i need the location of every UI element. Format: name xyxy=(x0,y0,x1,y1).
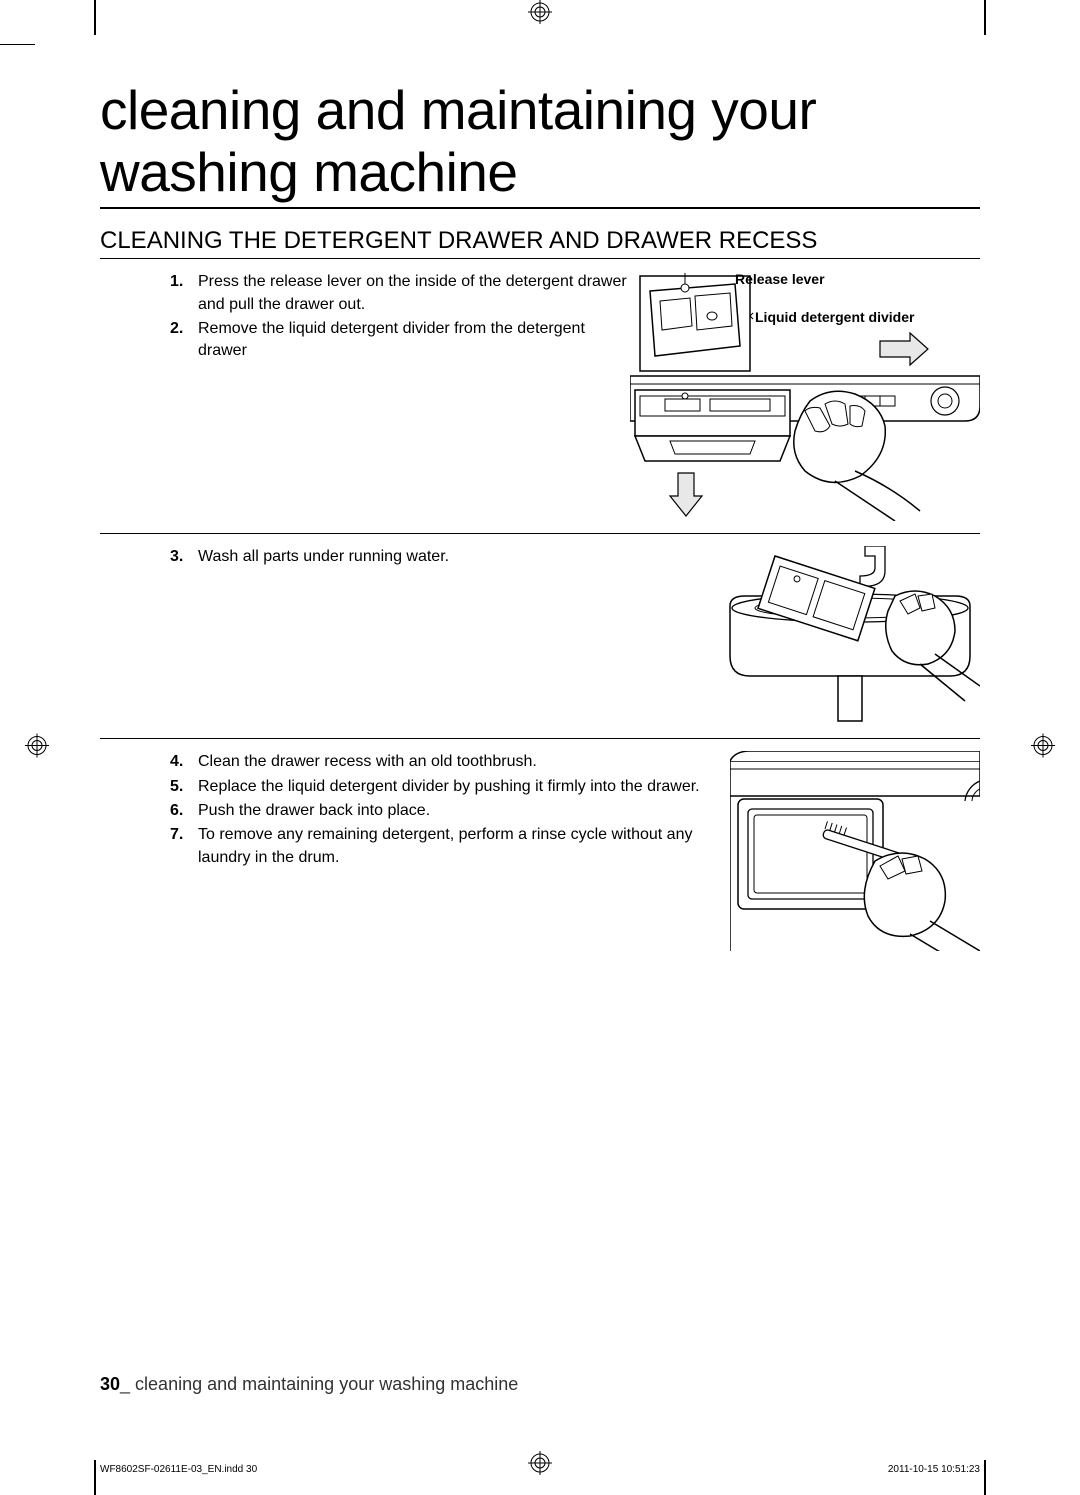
step-number: 2. xyxy=(170,318,183,340)
step-text: Clean the drawer recess with an old toot… xyxy=(198,753,537,770)
step-text: Remove the liquid detergent divider from… xyxy=(198,320,585,359)
step-text: Replace the liquid detergent divider by … xyxy=(198,778,700,795)
registration-mark-icon xyxy=(528,0,552,29)
arrow-down-icon xyxy=(670,473,702,516)
step-item: 1. Press the release lever on the inside … xyxy=(170,271,630,316)
imprint-file: WF8602SF-02611E-03_EN.indd 30 xyxy=(100,1464,257,1475)
step-item: 7. To remove any remaining detergent, per… xyxy=(170,824,730,869)
crop-mark xyxy=(94,1460,96,1495)
step-number: 7. xyxy=(170,824,183,846)
page-content: cleaning and maintaining your washing ma… xyxy=(100,80,980,1415)
step-item: 6. Push the drawer back into place. xyxy=(170,800,730,822)
step-number: 6. xyxy=(170,800,183,822)
page-title: cleaning and maintaining your washing ma… xyxy=(100,80,980,209)
step-block-2: 3. Wash all parts under running water. xyxy=(100,546,980,739)
registration-mark-icon xyxy=(25,733,49,762)
steps-list: 4. Clean the drawer recess with an old to… xyxy=(100,751,730,871)
step-number: 1. xyxy=(170,271,183,293)
step-number: 3. xyxy=(170,546,183,568)
figure-drawer-removal: Release lever Liquid detergent divider xyxy=(630,271,980,521)
page-footer: 30_ cleaning and maintaining your washin… xyxy=(100,1374,980,1395)
step-block-1: 1. Press the release lever on the inside … xyxy=(100,271,980,534)
step-item: 4. Clean the drawer recess with an old to… xyxy=(170,751,730,773)
crop-mark xyxy=(984,1460,986,1495)
washing-diagram-icon xyxy=(720,546,980,726)
step-text: To remove any remaining detergent, perfo… xyxy=(198,826,692,865)
step-item: 2. Remove the liquid detergent divider fr… xyxy=(170,318,630,363)
imprint-datetime: 2011-10-15 10:51:23 xyxy=(888,1464,980,1475)
step-text: Press the release lever on the inside of… xyxy=(198,273,627,312)
step-number: 4. xyxy=(170,751,183,773)
page-number: 30 xyxy=(100,1374,120,1394)
recess-diagram-icon xyxy=(730,751,980,951)
footer-text: 30_ cleaning and maintaining your washin… xyxy=(100,1374,980,1395)
step-item: 3. Wash all parts under running water. xyxy=(170,546,630,568)
figure-clean-recess xyxy=(730,751,980,951)
step-item: 5. Replace the liquid detergent divider b… xyxy=(170,776,730,798)
figure-wash-parts xyxy=(630,546,980,726)
step-text: Wash all parts under running water. xyxy=(198,548,449,565)
crop-mark xyxy=(0,44,35,45)
registration-mark-icon xyxy=(1031,733,1055,762)
imprint-line: WF8602SF-02611E-03_EN.indd 30 2011-10-15… xyxy=(100,1464,980,1475)
callout-divider: Liquid detergent divider xyxy=(755,309,914,325)
arrow-right-icon xyxy=(880,333,928,365)
crop-mark xyxy=(984,0,986,35)
steps-list: 3. Wash all parts under running water. xyxy=(100,546,630,570)
callout-release-lever: Release lever xyxy=(735,271,825,287)
crop-mark xyxy=(94,0,96,35)
step-block-3: 4. Clean the drawer recess with an old to… xyxy=(100,751,980,963)
step-text: Push the drawer back into place. xyxy=(198,802,430,819)
step-number: 5. xyxy=(170,776,183,798)
steps-list: 1. Press the release lever on the inside … xyxy=(100,271,630,365)
section-title: CLEANING THE DETERGENT DRAWER AND DRAWER… xyxy=(100,227,980,259)
